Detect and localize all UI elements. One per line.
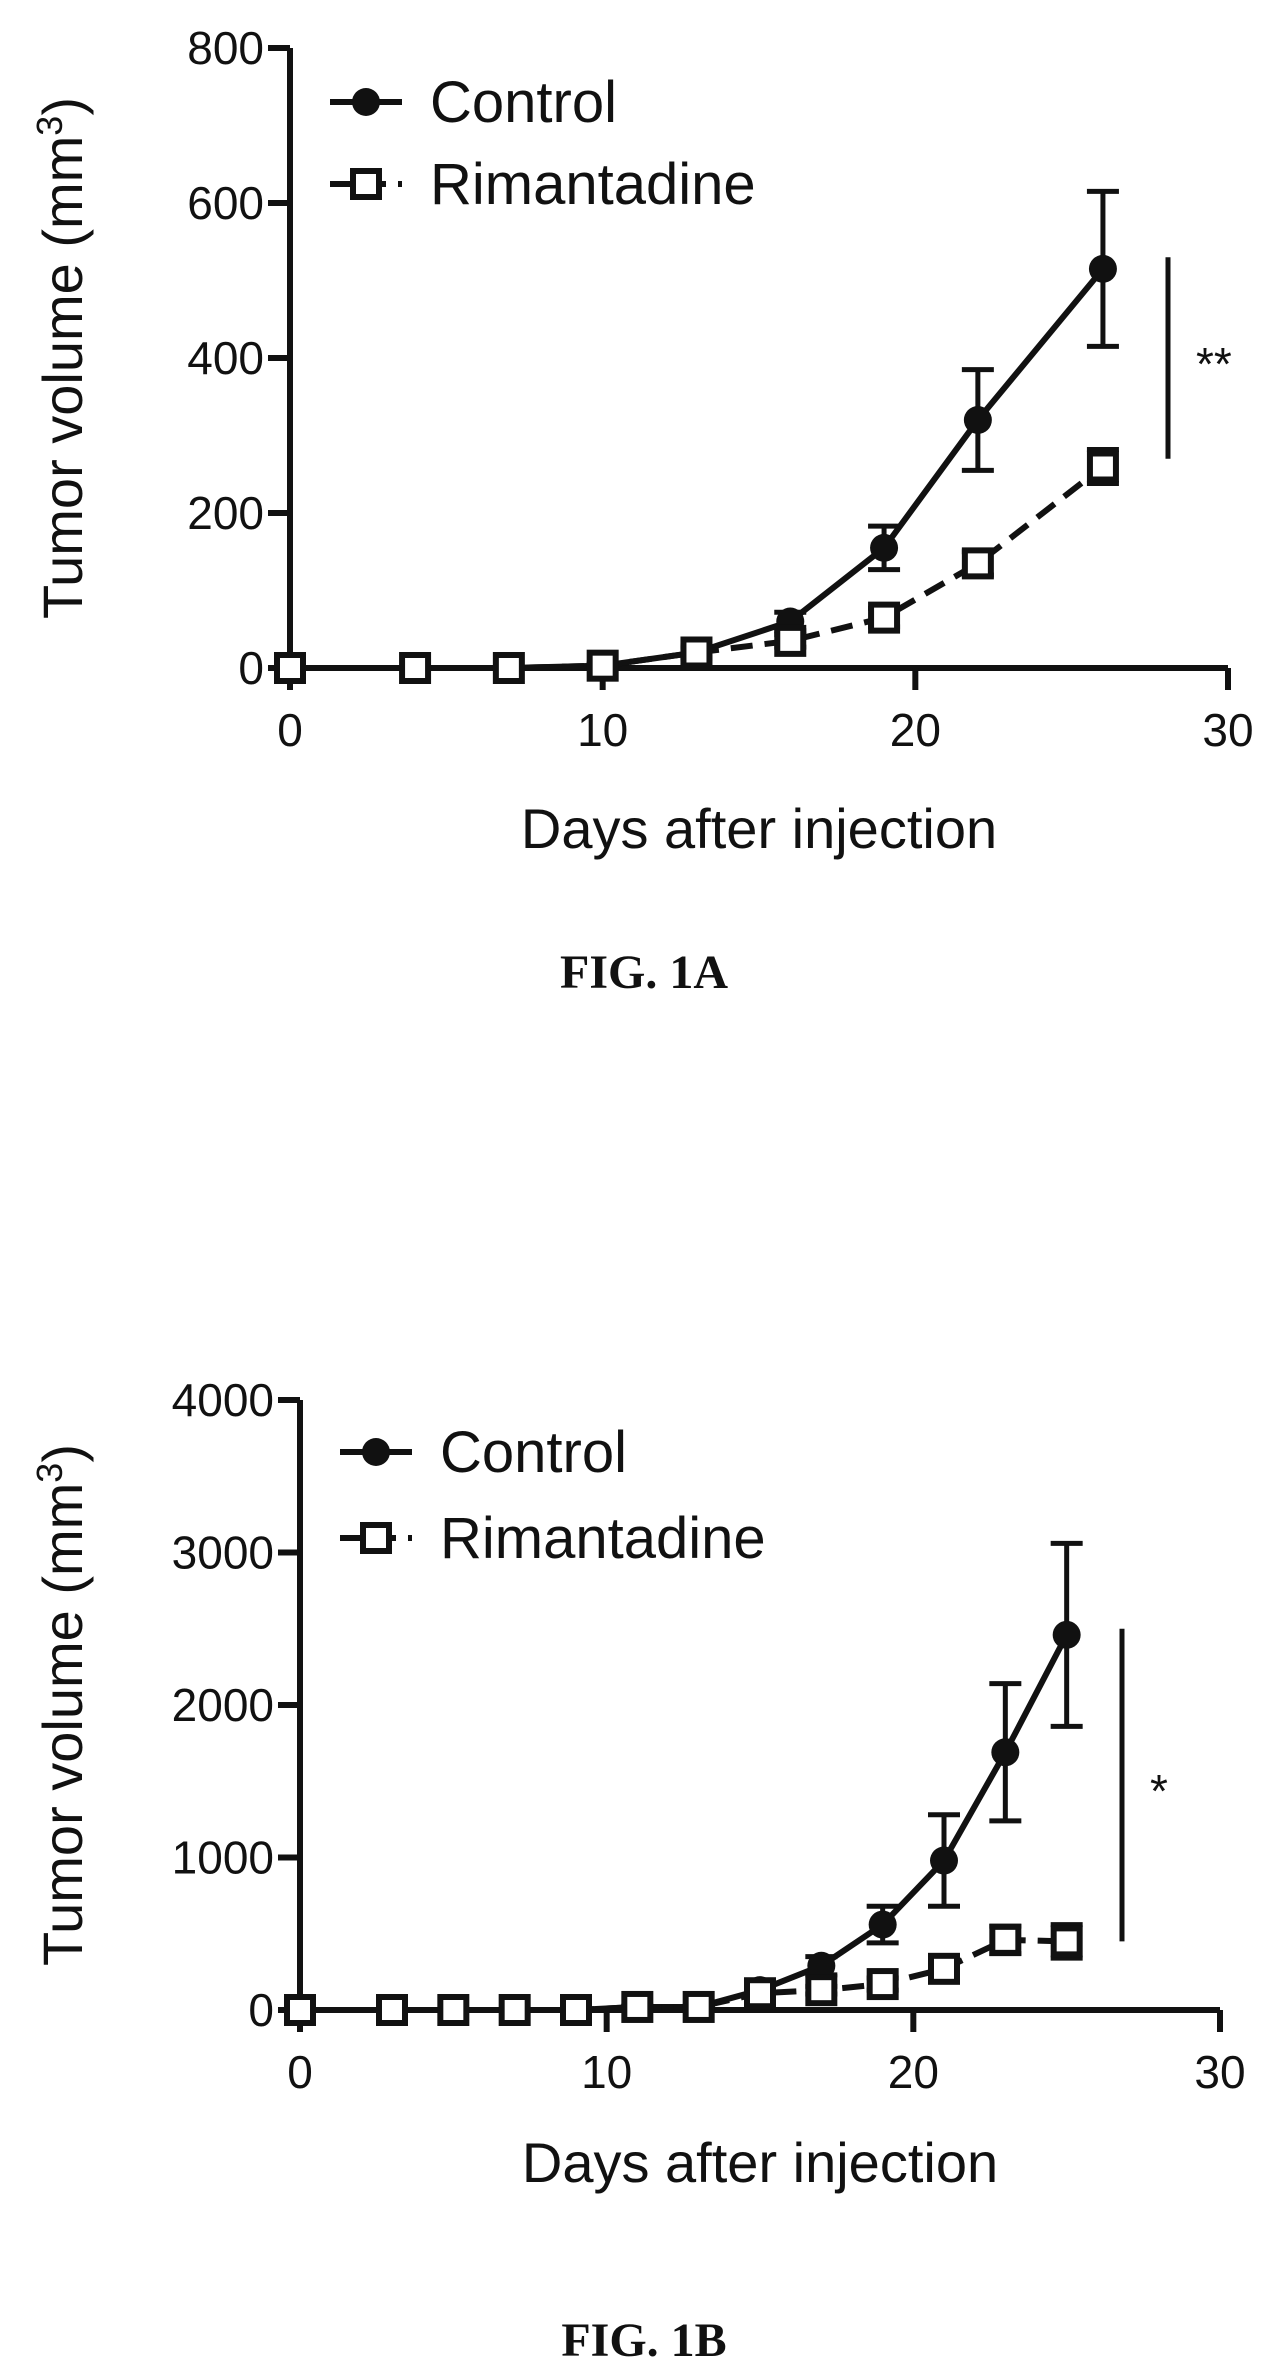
y-axis-label: Tumor volume (mm3) [29,97,94,619]
data-point-rimantadine [989,1923,1022,1956]
y-tick-label: 400 [187,332,264,384]
x-tick-label: 20 [888,2046,939,2098]
data-point-rimantadine [284,1994,316,2026]
data-point-rimantadine [744,1977,776,2010]
x-tick-label: 20 [890,704,941,756]
legend-marker-control [362,1438,390,1466]
data-point-control [963,406,992,434]
data-point-control [991,1738,1020,1767]
x-tick-label: 30 [1194,2046,1245,2098]
legend-label-control: Control [430,70,617,135]
y-tick-label: 600 [187,177,264,229]
figure-caption: FIG. 1B [561,2314,726,2367]
x-tick-label: 30 [1202,704,1253,756]
legend-marker-control [352,88,380,116]
y-tick-label: 2000 [172,1679,274,1731]
significance-label: ** [1196,338,1232,390]
data-point-rimantadine [376,1994,408,2026]
x-tick-label: 0 [277,704,303,756]
y-tick-label: 0 [238,642,264,694]
x-tick-label: 0 [287,2046,313,2098]
data-point-rimantadine [399,652,432,684]
y-tick-label: 3000 [172,1527,274,1579]
data-point-control [1052,1620,1081,1649]
legend-label-rimantadine: Rimantadine [440,1506,766,1571]
data-point-rimantadine [961,547,994,580]
data-point-rimantadine [621,1990,654,2023]
data-point-rimantadine [680,636,713,669]
y-axis-label: Tumor volume (mm3) [29,1444,94,1966]
legend-marker-rimantadine [350,168,382,200]
data-point-rimantadine [560,1994,592,2026]
x-axis-label: Days after injection [521,797,997,860]
series-line-rimantadine [290,464,1105,671]
data-point-control [1088,254,1117,283]
data-point-rimantadine [774,624,807,657]
data-point-rimantadine [928,1952,960,1985]
data-point-rimantadine [805,1974,838,2007]
data-point-rimantadine [492,652,525,684]
legend-marker-rimantadine [360,1522,392,1554]
y-tick-label: 0 [248,1984,274,2036]
data-point-rimantadine [1050,1925,1083,1958]
significance-label: * [1150,1765,1168,1817]
data-point-control [807,1951,836,1980]
y-tick-label: 1000 [172,1832,274,1884]
x-axis-label: Days after injection [522,2131,998,2194]
data-point-rimantadine [868,601,901,634]
data-point-control [868,1910,897,1939]
data-point-rimantadine [586,649,619,682]
data-point-rimantadine [274,652,306,684]
data-point-rimantadine [437,1994,470,2026]
y-tick-label: 4000 [172,1374,274,1426]
x-tick-label: 10 [581,2046,632,2098]
legend-label-rimantadine: Rimantadine [430,152,756,217]
legend-label-control: Control [440,1420,627,1485]
data-point-rimantadine [498,1994,531,2026]
chart-fig-1a: 0 200 400 600 800 0 10 20 30 Days after injection… [29,22,1254,999]
y-tick-label: 800 [187,22,264,74]
data-point-rimantadine [866,1968,899,2001]
figure-caption: FIG. 1A [560,946,728,999]
data-point-rimantadine [1086,450,1119,483]
chart-fig-1b: 0 1000 2000 3000 4000 0 10 20 30 Days after injec… [29,1374,1246,2367]
data-point-control [930,1846,958,1875]
data-point-control [870,533,899,562]
x-tick-label: 10 [577,704,628,756]
data-point-rimantadine [682,1990,715,2023]
y-tick-label: 200 [187,487,264,539]
